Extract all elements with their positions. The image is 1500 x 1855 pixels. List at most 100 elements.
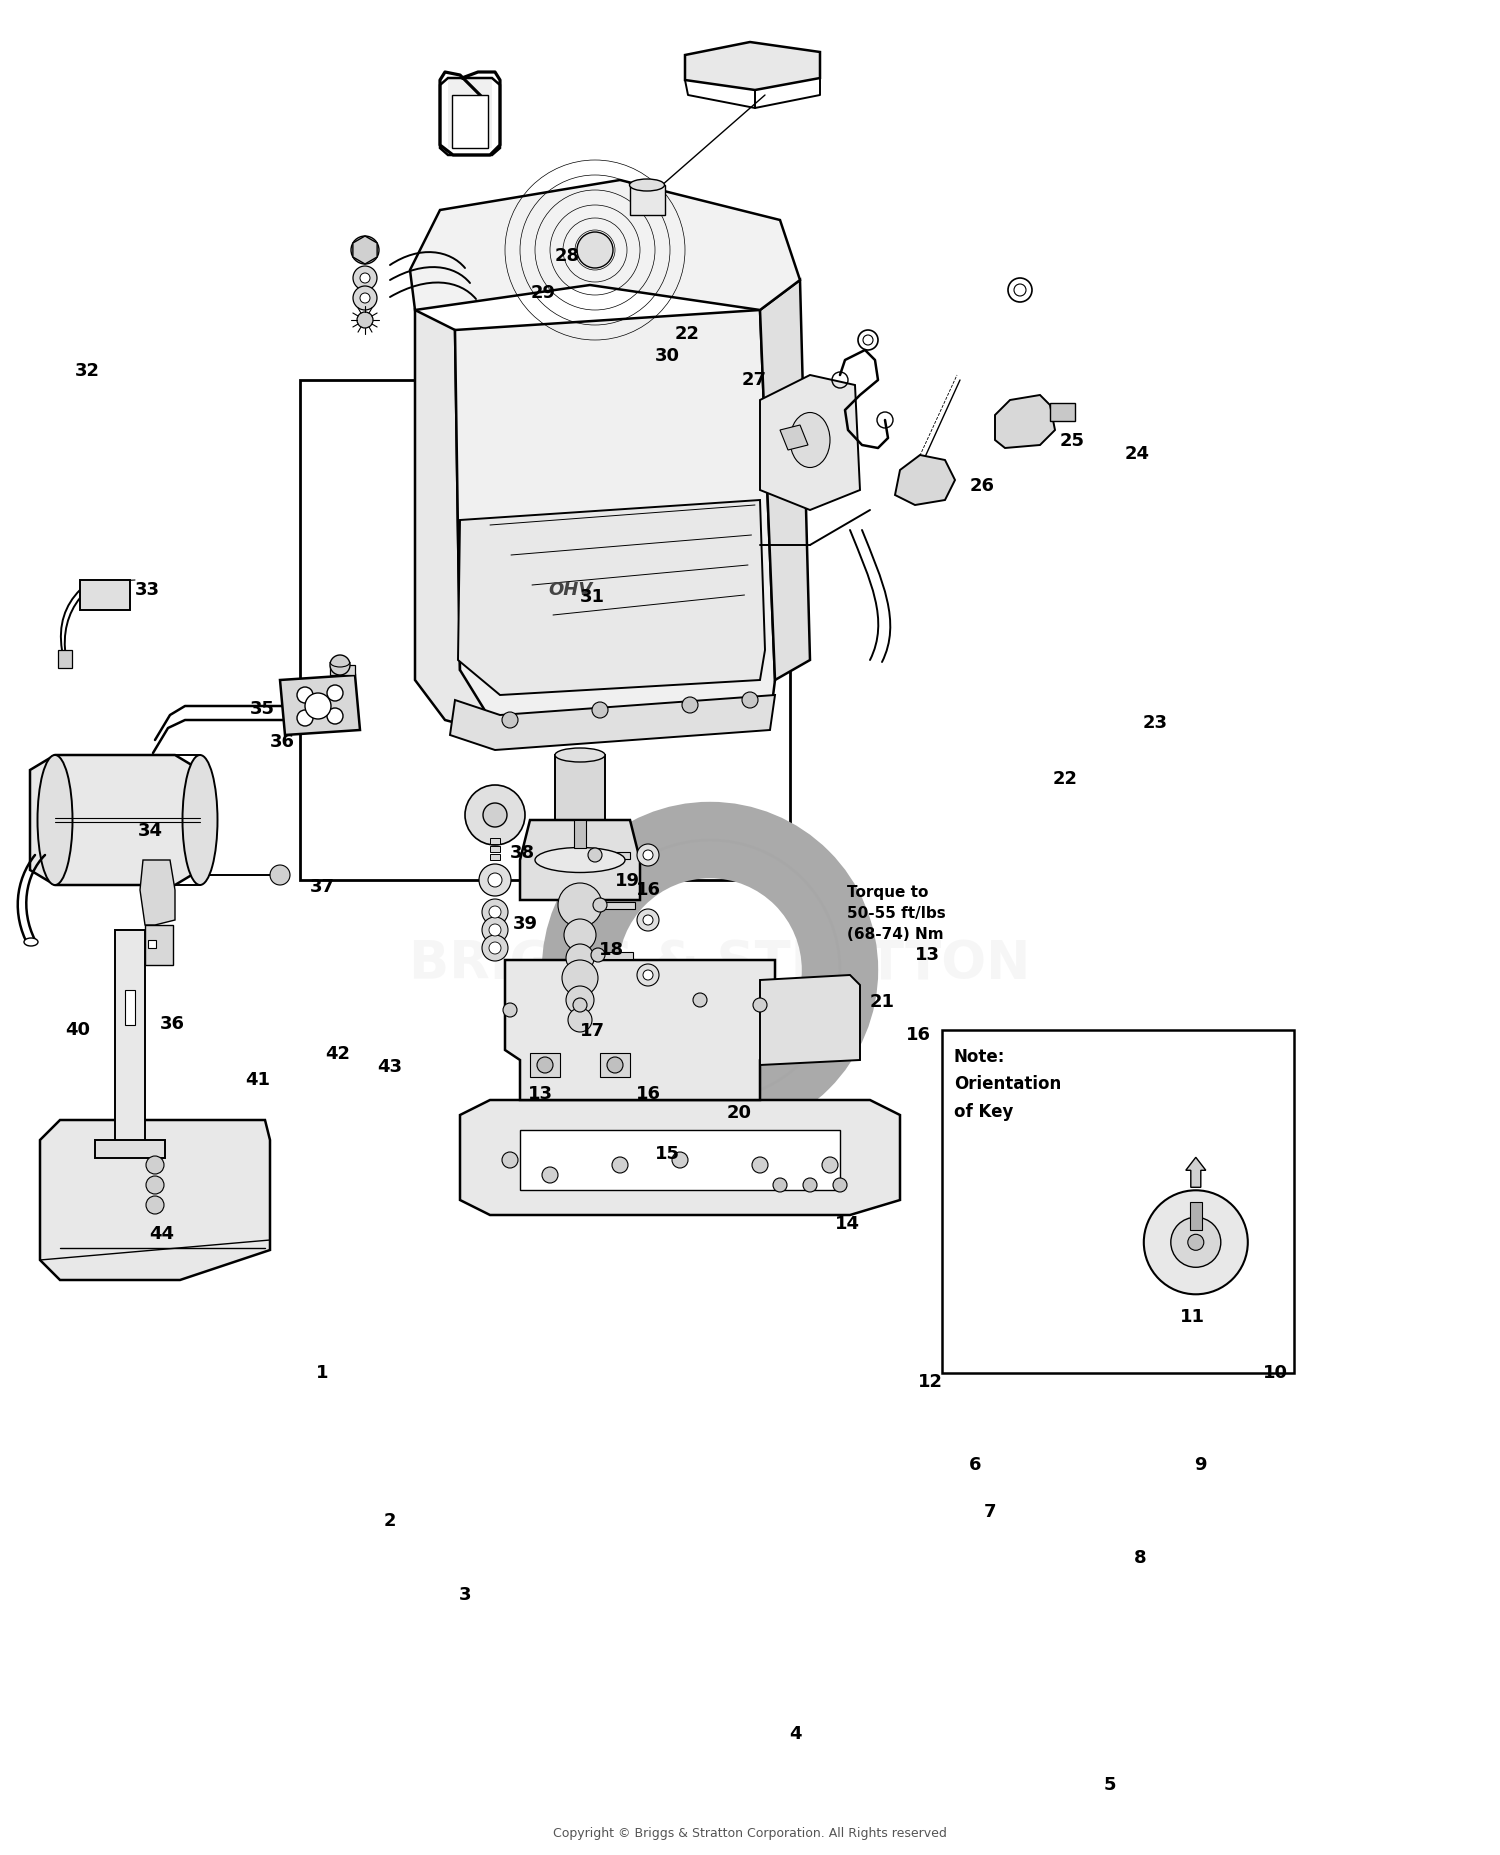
Text: 32: 32	[75, 362, 99, 380]
Circle shape	[146, 1176, 164, 1195]
Text: 42: 42	[326, 1044, 350, 1063]
Polygon shape	[760, 976, 859, 1065]
Text: 37: 37	[310, 877, 334, 896]
Text: 3: 3	[459, 1586, 471, 1605]
Circle shape	[693, 992, 706, 1007]
Circle shape	[742, 692, 758, 709]
Bar	[490, 838, 500, 844]
Text: Copyright © Briggs & Stratton Corporation. All Rights reserved: Copyright © Briggs & Stratton Corporatio…	[554, 1827, 946, 1840]
Polygon shape	[520, 820, 640, 900]
Text: 8: 8	[1134, 1549, 1146, 1567]
Ellipse shape	[536, 848, 626, 872]
Circle shape	[478, 864, 512, 896]
Circle shape	[1144, 1191, 1248, 1295]
Text: 11: 11	[1180, 1308, 1204, 1326]
Text: 36: 36	[160, 1015, 184, 1033]
Text: 16: 16	[636, 1085, 660, 1104]
Circle shape	[465, 785, 525, 846]
Text: 22: 22	[1053, 770, 1077, 788]
Circle shape	[489, 905, 501, 918]
Circle shape	[568, 1007, 592, 1031]
Circle shape	[297, 710, 314, 725]
Text: 27: 27	[742, 371, 766, 390]
Ellipse shape	[790, 412, 830, 467]
Text: 1: 1	[316, 1363, 328, 1382]
Bar	[148, 940, 156, 948]
Bar	[1050, 403, 1076, 421]
Circle shape	[638, 844, 658, 866]
Circle shape	[638, 909, 658, 931]
Text: 43: 43	[378, 1057, 402, 1076]
Text: 34: 34	[138, 822, 162, 840]
Circle shape	[483, 803, 507, 827]
Text: BRIGGS & STRATTON: BRIGGS & STRATTON	[410, 939, 1030, 991]
Text: 24: 24	[1125, 445, 1149, 464]
Circle shape	[592, 701, 608, 718]
Polygon shape	[1186, 1158, 1206, 1187]
Bar	[600, 902, 634, 909]
Text: 6: 6	[969, 1456, 981, 1475]
Text: 12: 12	[918, 1373, 942, 1391]
Circle shape	[503, 1004, 518, 1017]
Text: 5: 5	[1104, 1775, 1116, 1794]
Bar	[300, 380, 790, 879]
Circle shape	[270, 864, 290, 885]
Circle shape	[592, 898, 608, 913]
Circle shape	[360, 293, 370, 302]
Circle shape	[644, 970, 652, 979]
Bar	[520, 1130, 840, 1191]
Text: 9: 9	[1194, 1456, 1206, 1475]
Circle shape	[1172, 1217, 1221, 1267]
Text: 29: 29	[531, 284, 555, 302]
Text: Torque to
50-55 ft/lbs
(68-74) Nm: Torque to 50-55 ft/lbs (68-74) Nm	[847, 885, 946, 942]
Text: OHV: OHV	[548, 581, 592, 599]
Circle shape	[753, 998, 766, 1013]
Circle shape	[537, 1057, 554, 1072]
Text: 40: 40	[66, 1020, 90, 1039]
Text: 35: 35	[251, 699, 274, 718]
Circle shape	[352, 286, 376, 310]
Bar	[630, 186, 664, 215]
Bar	[530, 1054, 560, 1078]
Text: 22: 22	[675, 325, 699, 343]
Bar	[596, 851, 630, 859]
Text: 25: 25	[1060, 432, 1084, 451]
Circle shape	[352, 265, 376, 289]
Circle shape	[591, 948, 604, 963]
Text: 13: 13	[915, 946, 939, 965]
Circle shape	[482, 935, 508, 961]
Text: 36: 36	[270, 733, 294, 751]
Circle shape	[297, 686, 314, 703]
Bar	[80, 581, 130, 610]
Circle shape	[304, 694, 332, 720]
Polygon shape	[280, 675, 360, 735]
Text: 19: 19	[615, 872, 639, 890]
Bar	[124, 991, 135, 1026]
Text: 15: 15	[656, 1145, 680, 1163]
Circle shape	[573, 998, 586, 1013]
Text: 38: 38	[510, 844, 534, 863]
Polygon shape	[140, 861, 176, 926]
Circle shape	[146, 1196, 164, 1213]
Ellipse shape	[38, 755, 72, 885]
Polygon shape	[416, 310, 500, 735]
Polygon shape	[448, 78, 492, 148]
Bar	[58, 649, 72, 668]
Circle shape	[542, 1167, 558, 1183]
Circle shape	[482, 916, 508, 942]
Circle shape	[327, 709, 344, 723]
Circle shape	[833, 1178, 848, 1193]
Circle shape	[608, 1057, 622, 1072]
Polygon shape	[40, 1120, 270, 1280]
Polygon shape	[780, 425, 808, 451]
Bar	[600, 1054, 630, 1078]
Polygon shape	[458, 501, 765, 696]
Circle shape	[566, 987, 594, 1015]
Circle shape	[489, 942, 501, 953]
Polygon shape	[994, 395, 1054, 449]
Text: 21: 21	[870, 992, 894, 1011]
Polygon shape	[454, 310, 776, 735]
Text: 17: 17	[580, 1022, 604, 1041]
Text: 14: 14	[836, 1215, 860, 1234]
Polygon shape	[410, 180, 800, 310]
